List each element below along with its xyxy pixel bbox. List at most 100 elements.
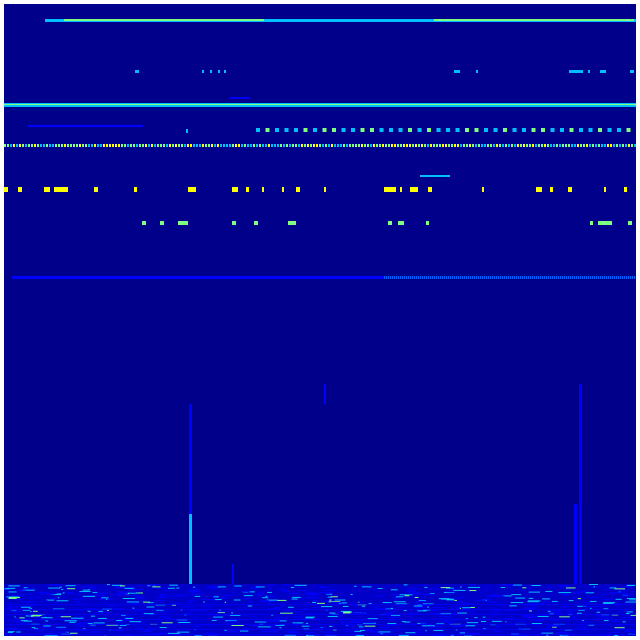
noise-speckle [254,589,257,591]
harmonic-line [28,125,143,127]
noise-speckle [263,620,269,622]
pulse-mark [142,221,146,225]
noise-speckle [454,606,463,608]
noise-speckle [279,588,288,590]
noise-speckle [543,600,548,602]
noise-speckle [558,585,570,587]
noise-speckle [358,626,364,628]
noise-speckle [106,624,119,626]
pulse-mark [139,144,141,147]
noise-speckle [224,623,226,625]
noise-speckle [346,635,349,636]
noise-speckle [113,608,123,610]
noise-speckle [602,617,615,619]
noise-speckle [604,631,606,633]
pulse-mark [271,144,273,147]
noise-speckle [258,626,271,628]
noise-speckle [391,594,400,596]
noise-speckle [255,586,265,588]
noise-speckle [23,620,33,622]
pulse-mark [466,144,468,147]
pulse-mark [341,128,346,132]
noise-speckle [549,625,560,627]
noise-speckle [134,588,142,590]
pulse-mark [303,128,308,132]
noise-speckle [55,635,62,636]
harmonic-line-texture [594,276,595,279]
noise-speckle [364,625,376,627]
noise-speckle [380,633,384,635]
pulse-mark [166,144,168,147]
noise-speckle [410,593,423,595]
noise-speckle [158,616,165,618]
pulse-mark [619,144,621,147]
noise-speckle [350,613,354,615]
noise-speckle [578,621,591,623]
noise-speckle [113,586,127,588]
noise-speckle [16,591,18,593]
harmonic-line-texture [590,276,591,279]
pulse-mark [61,144,63,147]
pulse-mark [44,187,50,192]
noise-speckle [106,584,110,586]
noise-speckle [203,601,205,603]
harmonic-line-texture [442,276,443,279]
noise-speckle [390,589,398,591]
noise-speckle [73,598,86,600]
pulse-mark [556,144,558,147]
noise-speckle [480,621,487,623]
harmonic-line-texture [628,276,629,279]
harmonic-line-texture [626,276,627,279]
noise-speckle [21,606,31,608]
pulse-mark [598,221,612,225]
noise-speckle [395,597,399,599]
harmonic-line-texture [618,276,619,279]
pulse-mark [628,221,632,225]
noise-speckle [127,592,139,594]
pulse-mark [292,144,294,147]
noise-speckle [128,602,139,604]
noise-speckle [139,585,142,587]
noise-speckle [516,620,526,622]
noise-speckle [201,598,211,600]
noise-speckle [374,615,376,617]
noise-speckle [56,593,62,595]
noise-speckle [123,617,136,619]
pulse-mark [22,144,24,147]
pulse-mark [588,128,593,132]
noise-speckle [146,606,155,608]
harmonic-line-texture [584,276,585,279]
noise-speckle [156,609,164,611]
pulse-mark [294,128,298,132]
noise-speckle [304,593,315,595]
noise-speckle [244,607,247,609]
noise-speckle [545,590,553,592]
noise-speckle [77,603,82,605]
noise-speckle [104,601,108,603]
noise-speckle [528,591,540,593]
harmonic-line-texture [568,276,569,279]
harmonic-line-texture [446,276,447,279]
pulse-mark [196,144,198,147]
noise-speckle [237,629,248,631]
noise-speckle [6,627,19,629]
harmonic-line-texture [536,276,537,279]
tone-mark [476,70,478,73]
harmonic-line-texture [612,276,613,279]
noise-speckle [132,607,135,609]
harmonic-line-texture [596,276,597,279]
noise-speckle [226,631,236,633]
spectrogram-features [4,19,636,636]
noise-speckle [52,584,63,586]
pulse-mark [398,221,404,225]
pulse-mark [337,144,339,147]
noise-speckle [141,630,152,632]
noise-speckle [92,592,98,594]
pulse-mark [526,144,528,147]
pulse-mark [389,128,393,132]
noise-speckle [69,621,76,623]
pulse-mark [76,144,78,147]
pulse-mark [4,144,6,147]
harmonic-line-texture [488,276,489,279]
noise-speckle [156,620,163,622]
